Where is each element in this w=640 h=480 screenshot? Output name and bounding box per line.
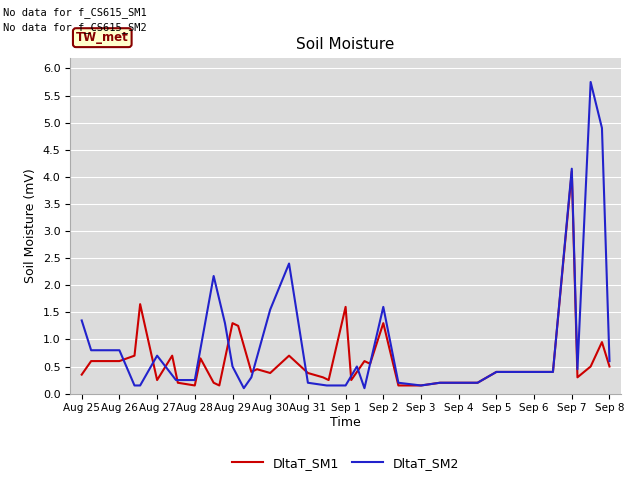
DltaT_SM1 [136, 301, 144, 307]
DltaT_SM2 [474, 380, 481, 385]
DltaT_SM1 [366, 361, 374, 367]
DltaT_SM2 [573, 366, 581, 372]
DltaT_SM1 [228, 320, 236, 326]
DltaT_SM1 [116, 358, 124, 364]
DltaT_SM1 [78, 372, 86, 377]
DltaT_SM1 [87, 358, 95, 364]
DltaT_SM1 [436, 380, 444, 385]
Line: DltaT_SM1: DltaT_SM1 [82, 171, 609, 385]
DltaT_SM2 [136, 383, 144, 388]
DltaT_SM1 [210, 380, 218, 385]
DltaT_SM1 [549, 369, 557, 375]
DltaT_SM1 [568, 168, 575, 174]
DltaT_SM1 [493, 369, 500, 375]
DltaT_SM2 [172, 377, 180, 383]
DltaT_SM1 [131, 353, 138, 359]
DltaT_SM1 [253, 366, 261, 372]
DltaT_SM1 [216, 383, 223, 388]
DltaT_SM2 [380, 304, 387, 310]
DltaT_SM1 [348, 377, 355, 383]
DltaT_SM2 [587, 79, 595, 85]
DltaT_SM2 [228, 364, 236, 370]
DltaT_SM2 [436, 380, 444, 385]
DltaT_SM2 [598, 125, 606, 131]
DltaT_SM1 [324, 377, 332, 383]
Y-axis label: Soil Moisture (mV): Soil Moisture (mV) [24, 168, 37, 283]
DltaT_SM2 [511, 369, 519, 375]
DltaT_SM1 [394, 383, 402, 388]
DltaT_SM1 [598, 339, 606, 345]
DltaT_SM1 [319, 374, 327, 380]
DltaT_SM2 [304, 380, 312, 385]
DltaT_SM1 [573, 374, 581, 380]
DltaT_SM1 [380, 320, 387, 326]
DltaT_SM2 [323, 383, 331, 388]
DltaT_SM2 [568, 166, 575, 171]
Text: TW_met: TW_met [76, 31, 129, 44]
DltaT_SM2 [285, 261, 293, 266]
DltaT_SM1 [191, 383, 198, 388]
DltaT_SM1 [168, 353, 176, 359]
DltaT_SM2 [531, 369, 538, 375]
Line: DltaT_SM2: DltaT_SM2 [82, 82, 609, 388]
DltaT_SM1 [360, 358, 368, 364]
DltaT_SM2 [394, 380, 402, 385]
DltaT_SM2 [87, 348, 95, 353]
X-axis label: Time: Time [330, 416, 361, 429]
DltaT_SM1 [153, 377, 161, 383]
DltaT_SM2 [210, 273, 218, 279]
DltaT_SM1 [285, 353, 293, 359]
DltaT_SM2 [266, 307, 274, 312]
DltaT_SM1 [511, 369, 519, 375]
Legend: DltaT_SM1, DltaT_SM2: DltaT_SM1, DltaT_SM2 [227, 452, 465, 475]
DltaT_SM2 [605, 358, 613, 364]
Text: No data for f_CS615_SM1: No data for f_CS615_SM1 [3, 7, 147, 18]
DltaT_SM2 [417, 383, 425, 388]
DltaT_SM2 [455, 380, 463, 385]
DltaT_SM2 [131, 383, 138, 388]
DltaT_SM1 [587, 364, 595, 370]
DltaT_SM1 [605, 364, 613, 370]
DltaT_SM1 [196, 356, 204, 361]
DltaT_SM2 [191, 377, 198, 383]
DltaT_SM1 [474, 380, 481, 385]
DltaT_SM2 [248, 374, 255, 380]
DltaT_SM2 [493, 369, 500, 375]
DltaT_SM1 [455, 380, 463, 385]
DltaT_SM1 [531, 369, 538, 375]
DltaT_SM2 [549, 369, 557, 375]
DltaT_SM1 [266, 370, 274, 376]
DltaT_SM2 [78, 318, 86, 324]
DltaT_SM1 [304, 370, 312, 376]
Title: Soil Moisture: Soil Moisture [296, 37, 395, 52]
DltaT_SM2 [240, 385, 248, 391]
DltaT_SM2 [116, 348, 124, 353]
Text: No data for f_CS615_SM2: No data for f_CS615_SM2 [3, 22, 147, 33]
DltaT_SM1 [174, 380, 182, 385]
DltaT_SM1 [342, 304, 349, 310]
DltaT_SM2 [153, 353, 161, 359]
DltaT_SM2 [360, 385, 368, 391]
DltaT_SM2 [221, 320, 229, 326]
DltaT_SM2 [342, 383, 349, 388]
DltaT_SM1 [234, 323, 242, 329]
DltaT_SM1 [417, 383, 425, 388]
DltaT_SM1 [248, 369, 255, 375]
DltaT_SM2 [353, 364, 361, 370]
